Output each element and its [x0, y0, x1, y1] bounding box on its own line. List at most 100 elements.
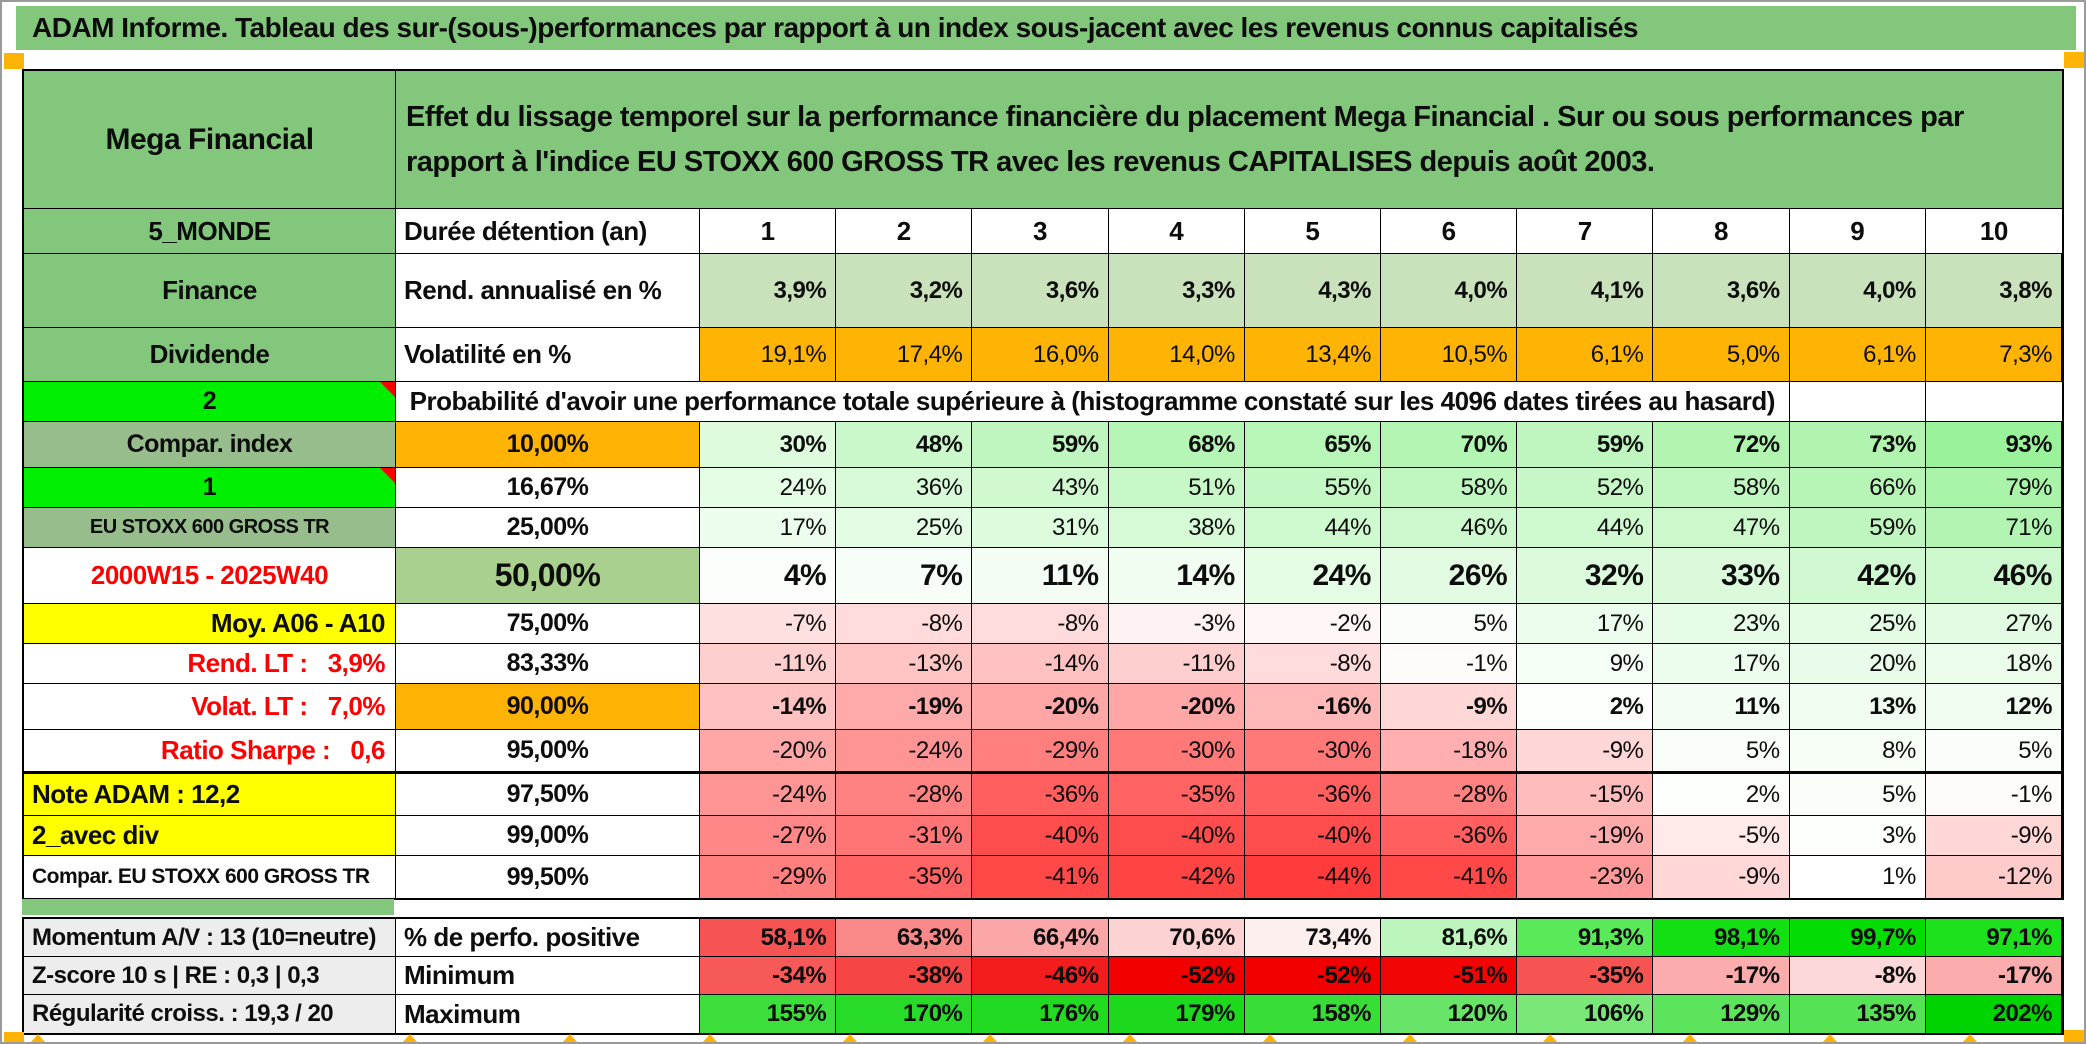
value-cell[interactable]: 79% [1925, 468, 2062, 508]
value-cell[interactable]: -35% [836, 856, 973, 898]
value-cell[interactable]: 10,5% [1380, 328, 1518, 382]
threshold-cell[interactable]: 90,00% [396, 684, 700, 730]
value-cell[interactable]: 158% [1244, 995, 1381, 1033]
row-label-cell[interactable]: Compar. EU STOXX 600 GROSS TR [24, 856, 396, 898]
threshold-cell[interactable]: 10,00% [396, 422, 700, 468]
value-cell[interactable]: 135% [1789, 995, 1926, 1033]
value-cell[interactable]: 3,3% [1108, 254, 1245, 328]
value-cell[interactable]: 46% [1380, 508, 1518, 548]
metric-label-cell[interactable]: Maximum [396, 995, 700, 1033]
duration-label-cell[interactable]: Durée détention (an) [396, 209, 700, 254]
corner-note-cell[interactable]: 2 [24, 382, 396, 422]
value-cell[interactable]: 48% [836, 422, 973, 468]
value-cell[interactable]: 7% [836, 548, 973, 604]
value-cell[interactable]: -19% [836, 684, 973, 730]
value-cell[interactable]: 24% [700, 468, 837, 508]
value-cell[interactable]: -11% [1108, 644, 1245, 684]
year-col-header[interactable]: 6 [1380, 209, 1518, 254]
value-cell[interactable]: 68% [1108, 422, 1245, 468]
value-cell[interactable]: -7% [700, 604, 837, 644]
value-cell[interactable]: 6,1% [1517, 328, 1654, 382]
value-cell[interactable]: -41% [972, 856, 1109, 898]
value-cell[interactable]: -20% [972, 684, 1109, 730]
value-cell[interactable]: 13,4% [1244, 328, 1381, 382]
value-cell[interactable]: 47% [1653, 508, 1790, 548]
row-label-cell[interactable]: Rend. LT : 3,9% [24, 644, 396, 684]
value-cell[interactable]: 14,0% [1108, 328, 1245, 382]
value-cell[interactable]: 23% [1653, 604, 1790, 644]
value-cell[interactable]: 20% [1789, 644, 1926, 684]
value-cell[interactable]: 44% [1244, 508, 1381, 548]
value-cell[interactable]: 91,3% [1517, 919, 1654, 957]
value-cell[interactable]: 2% [1517, 684, 1654, 730]
value-cell[interactable]: 14% [1108, 548, 1245, 604]
value-cell[interactable]: -20% [1108, 684, 1245, 730]
value-cell[interactable]: 25% [1789, 604, 1926, 644]
value-cell[interactable]: -28% [1380, 774, 1518, 816]
value-cell[interactable]: -15% [1517, 774, 1654, 816]
value-cell[interactable]: -9% [1517, 730, 1654, 772]
row-label-cell[interactable]: 1 [24, 468, 396, 508]
value-cell[interactable]: -40% [1108, 816, 1245, 856]
value-cell[interactable]: -29% [972, 730, 1109, 772]
value-cell[interactable]: -17% [1925, 957, 2062, 995]
year-col-header[interactable]: 2 [836, 209, 973, 254]
value-cell[interactable]: -5% [1653, 816, 1790, 856]
value-cell[interactable]: 3% [1789, 816, 1926, 856]
row-label-cell[interactable]: 5_MONDE [24, 209, 396, 254]
value-cell[interactable]: 66% [1789, 468, 1926, 508]
value-cell[interactable]: 19,1% [700, 328, 837, 382]
row-label-cell[interactable]: Note ADAM : 12,2 [24, 774, 396, 816]
value-cell[interactable]: 99,7% [1789, 919, 1926, 957]
value-cell[interactable]: -23% [1517, 856, 1654, 898]
table-description-cell[interactable]: Effet du lissage temporel sur la perform… [396, 71, 2062, 209]
value-cell[interactable]: 58% [1380, 468, 1518, 508]
value-cell[interactable]: 8% [1789, 730, 1926, 772]
value-cell[interactable]: 17% [700, 508, 837, 548]
value-cell[interactable]: 81,6% [1380, 919, 1518, 957]
indicator-label-cell[interactable]: Momentum A/V : 13 (10=neutre) [24, 919, 396, 957]
value-cell[interactable]: -8% [972, 604, 1109, 644]
metric-label-cell[interactable]: % de perfo. positive [396, 919, 700, 957]
value-cell[interactable]: 3,8% [1925, 254, 2062, 328]
value-cell[interactable]: -24% [700, 774, 837, 816]
value-cell[interactable]: 93% [1925, 422, 2062, 468]
value-cell[interactable]: 2% [1653, 774, 1790, 816]
value-cell[interactable]: -36% [1380, 816, 1518, 856]
value-cell[interactable]: 176% [972, 995, 1109, 1033]
value-cell[interactable]: -8% [1789, 957, 1926, 995]
threshold-cell[interactable]: 97,50% [396, 774, 700, 816]
value-cell[interactable]: 7,3% [1925, 328, 2062, 382]
row-label-cell[interactable]: Dividende [24, 328, 396, 382]
value-cell[interactable]: 18% [1925, 644, 2062, 684]
value-cell[interactable]: 170% [836, 995, 973, 1033]
value-cell[interactable]: 4,0% [1789, 254, 1926, 328]
value-cell[interactable]: 66,4% [972, 919, 1109, 957]
value-cell[interactable]: 97,1% [1925, 919, 2062, 957]
value-cell[interactable]: -20% [700, 730, 837, 772]
value-cell[interactable]: 59% [1517, 422, 1654, 468]
value-cell[interactable]: -14% [972, 644, 1109, 684]
year-col-header[interactable]: 10 [1925, 209, 2062, 254]
value-cell[interactable]: 32% [1517, 548, 1654, 604]
value-cell[interactable]: 17% [1653, 644, 1790, 684]
value-cell[interactable]: 3,6% [1653, 254, 1790, 328]
value-cell[interactable]: -17% [1653, 957, 1790, 995]
value-cell[interactable]: -46% [972, 957, 1109, 995]
value-cell[interactable]: -35% [1108, 774, 1245, 816]
year-col-header[interactable]: 7 [1517, 209, 1654, 254]
value-cell[interactable]: -9% [1380, 684, 1518, 730]
value-cell[interactable]: 9% [1517, 644, 1654, 684]
value-cell[interactable]: 38% [1108, 508, 1245, 548]
value-cell[interactable]: -8% [1244, 644, 1381, 684]
metric-label-cell[interactable]: Minimum [396, 957, 700, 995]
year-col-header[interactable]: 3 [972, 209, 1109, 254]
value-cell[interactable]: -28% [836, 774, 973, 816]
value-cell[interactable]: 25% [836, 508, 973, 548]
value-cell[interactable]: -18% [1380, 730, 1518, 772]
value-cell[interactable]: -30% [1244, 730, 1381, 772]
row-label-cell[interactable]: Finance [24, 254, 396, 328]
value-cell[interactable]: -40% [972, 816, 1109, 856]
indicator-label-cell[interactable]: Z-score 10 s | RE : 0,3 | 0,3 [24, 957, 396, 995]
value-cell[interactable]: 11% [972, 548, 1109, 604]
